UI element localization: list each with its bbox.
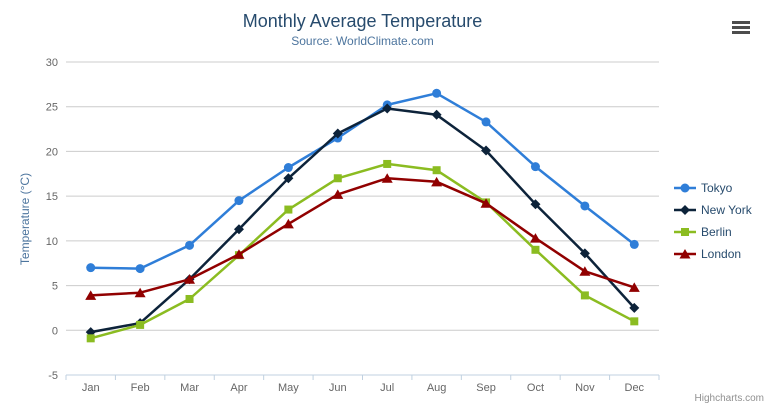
point-london-jun[interactable] [332, 189, 344, 199]
legend-item-new-york[interactable]: New York [674, 199, 752, 221]
x-axis-tick-label: Feb [131, 382, 150, 394]
x-axis-tick-label: Nov [575, 382, 595, 394]
point-new-york-nov[interactable] [579, 248, 590, 259]
y-axis-tick-label: 5 [52, 281, 58, 293]
hamburger-bar [732, 26, 750, 29]
legend-marker-new-york [674, 205, 696, 215]
x-axis-tick-label: Oct [527, 382, 544, 394]
legend-label-tokyo: Tokyo [701, 181, 733, 195]
x-axis-tick-label: Aug [427, 382, 447, 394]
series-line-berlin[interactable] [89, 162, 636, 340]
point-tokyo-dec[interactable] [629, 239, 639, 249]
point-new-york-dec[interactable] [629, 302, 640, 313]
point-london-jul[interactable] [381, 173, 393, 183]
hamburger-bar [732, 31, 750, 34]
point-tokyo-feb[interactable] [135, 264, 145, 274]
point-berlin-feb[interactable] [136, 320, 145, 329]
point-london-jan[interactable] [85, 290, 97, 300]
hamburger-bar [732, 21, 750, 24]
legend-marker-berlin [674, 228, 696, 236]
point-berlin-dec[interactable] [630, 317, 639, 326]
point-berlin-jul[interactable] [383, 159, 392, 168]
point-tokyo-nov[interactable] [580, 201, 590, 211]
x-axis-tick-label: May [278, 382, 299, 394]
point-berlin-aug[interactable] [432, 166, 441, 175]
x-axis-tick-label: Mar [180, 382, 199, 394]
x-axis-tick-label: Jan [82, 382, 100, 394]
point-new-york-jun[interactable] [332, 128, 343, 139]
x-axis-tick-label: Dec [625, 382, 645, 394]
legend-item-tokyo[interactable]: Tokyo [674, 177, 752, 199]
point-berlin-mar[interactable] [185, 294, 194, 303]
series-line-new-york[interactable] [89, 107, 636, 334]
y-axis-tick-label: 30 [46, 57, 58, 69]
point-london-oct[interactable] [529, 233, 541, 243]
series-new-york[interactable] [85, 103, 640, 338]
legend-item-berlin[interactable]: Berlin [674, 221, 752, 243]
point-london-apr[interactable] [233, 249, 245, 259]
y-axis-tick-label: -5 [48, 370, 58, 382]
y-axis-tick-label: 10 [46, 236, 58, 248]
point-tokyo-aug[interactable] [432, 88, 442, 98]
point-new-york-apr[interactable] [233, 224, 244, 235]
credits-link[interactable]: Highcharts.com [694, 393, 764, 404]
point-london-may[interactable] [282, 218, 294, 229]
legend: Tokyo New York Berlin London [674, 177, 752, 265]
chart-title: Monthly Average Temperature [242, 11, 483, 31]
series-london[interactable] [85, 173, 640, 300]
legend-label-london: London [701, 247, 742, 261]
legend-marker-tokyo [674, 183, 696, 193]
point-london-nov[interactable] [579, 266, 591, 276]
y-axis-tick-label: 15 [46, 191, 58, 203]
point-berlin-jun[interactable] [333, 174, 342, 183]
x-axis-tick-label: Sep [476, 382, 496, 394]
point-tokyo-apr[interactable] [234, 196, 244, 206]
x-axis-tick-label: Jun [329, 382, 347, 394]
point-tokyo-oct[interactable] [530, 162, 540, 172]
point-london-feb[interactable] [134, 287, 146, 298]
y-axis-tick-label: 25 [46, 102, 58, 114]
legend-label-new-york: New York [701, 203, 752, 217]
point-tokyo-sep[interactable] [481, 117, 491, 127]
legend-label-berlin: Berlin [701, 225, 732, 239]
point-berlin-oct[interactable] [531, 245, 540, 254]
x-axis-tick-label: Apr [230, 382, 247, 394]
point-new-york-may[interactable] [283, 173, 294, 184]
chart-subtitle: Source: WorldClimate.com [291, 34, 434, 48]
point-new-york-jul[interactable] [382, 103, 393, 114]
legend-marker-shape-london [679, 249, 691, 259]
x-axis-tick-label: Jul [380, 382, 394, 394]
legend-marker-shape-tokyo [680, 183, 690, 193]
y-axis-tick-label: 20 [46, 146, 58, 158]
point-tokyo-jan[interactable] [86, 263, 96, 273]
point-new-york-oct[interactable] [530, 199, 541, 210]
hamburger-icon[interactable] [732, 21, 750, 34]
y-axis-tick-label: 0 [52, 325, 58, 337]
series-line-london[interactable] [89, 177, 636, 297]
legend-marker-london [674, 249, 696, 259]
series-tokyo[interactable] [86, 88, 639, 274]
point-london-dec[interactable] [628, 282, 640, 292]
point-berlin-jan[interactable] [86, 334, 95, 343]
point-london-sep[interactable] [480, 198, 492, 208]
point-new-york-aug[interactable] [431, 109, 442, 120]
point-berlin-may[interactable] [284, 205, 293, 214]
point-tokyo-mar[interactable] [185, 240, 195, 250]
point-tokyo-may[interactable] [283, 163, 293, 173]
legend-item-london[interactable]: London [674, 243, 752, 265]
series-line-tokyo[interactable] [89, 92, 636, 270]
point-berlin-nov[interactable] [580, 291, 589, 300]
point-london-aug[interactable] [431, 176, 443, 187]
point-london-mar[interactable] [184, 274, 196, 284]
legend-marker-shape-berlin [681, 228, 689, 236]
point-new-york-sep[interactable] [481, 145, 492, 156]
legend-marker-shape-new-york [680, 205, 690, 215]
